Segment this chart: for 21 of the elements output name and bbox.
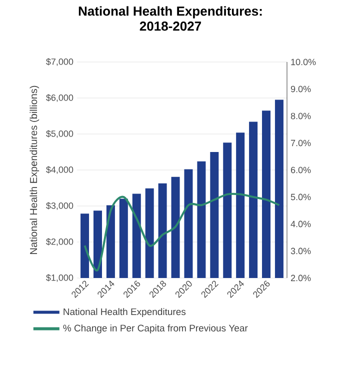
y2-tick-label: 5.0% — [290, 194, 311, 200]
legend-label: National Health Expenditures — [64, 308, 186, 317]
line-series — [84, 192, 280, 271]
y-tick-label: $5,000 — [46, 130, 74, 138]
y-tick-label: $4,000 — [46, 166, 74, 174]
y-tick-label: $7,000 — [46, 58, 74, 66]
chart-title: National Health Expenditures: 2018-2027 — [78, 6, 262, 31]
y-tick-label: $6,000 — [46, 94, 74, 102]
y-tick-label: $2,000 — [46, 238, 74, 246]
y2-tick-label: 3.0% — [290, 248, 311, 254]
y2-tick-label: 4.0% — [290, 220, 311, 228]
y2-tick-label: 10.0% — [291, 58, 316, 66]
y-tick-label: $1,000 — [46, 274, 74, 282]
y2-tick-label: 8.0% — [290, 112, 311, 120]
y2-tick-label: 7.0% — [290, 140, 311, 146]
y-tick-label: $3,000 — [46, 202, 74, 210]
y2-tick-label: 6.0% — [290, 166, 311, 174]
legend-label: % Change in Per Capita from Previous Year — [63, 324, 248, 334]
y-axis-title: National Health Expenditures (billions) — [30, 86, 40, 254]
y2-tick-label: 9.0% — [290, 86, 311, 92]
y2-tick-label: 2.0% — [290, 274, 311, 282]
